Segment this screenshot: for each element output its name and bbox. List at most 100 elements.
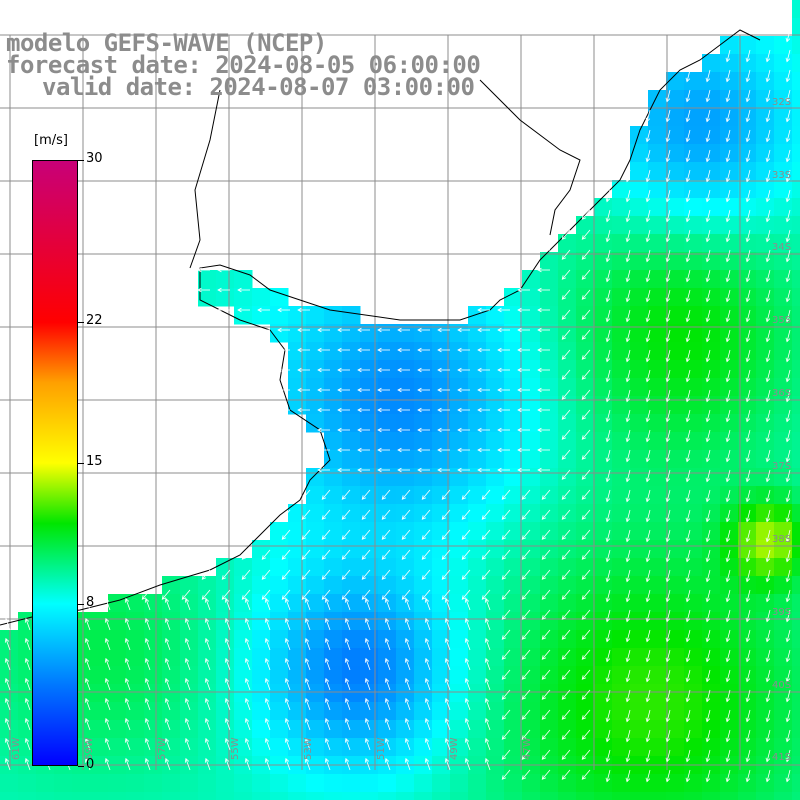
wind-cell	[630, 792, 649, 800]
wind-arrow	[665, 409, 671, 423]
wind-cell	[576, 648, 595, 667]
wind-arrow	[561, 249, 571, 260]
wind-cell	[360, 540, 379, 559]
wind-cell	[450, 540, 469, 559]
wind-cell	[684, 180, 703, 199]
wind-cell	[792, 684, 800, 703]
wind-arrow	[501, 529, 511, 540]
wind-cell	[612, 720, 631, 739]
wind-cell	[432, 576, 451, 595]
lon-label: 61W	[11, 737, 22, 760]
wind-cell	[396, 522, 415, 541]
wind-cell	[792, 468, 800, 487]
wind-cell	[792, 630, 800, 649]
wind-arrow	[364, 697, 371, 711]
wind-arrow	[364, 617, 371, 631]
wind-cell	[414, 738, 433, 757]
wind-cell	[540, 432, 559, 451]
wind-arrow	[521, 589, 531, 600]
wind-cell	[702, 90, 721, 109]
wind-arrow	[685, 629, 691, 643]
wind-cell	[738, 360, 757, 379]
wind-arrow	[501, 569, 511, 580]
wind-arrow	[417, 367, 430, 373]
wind-arrow	[444, 757, 451, 771]
wind-arrow	[421, 509, 431, 520]
wind-cell	[504, 612, 523, 631]
wind-arrow	[685, 709, 691, 723]
wind-cell	[648, 252, 667, 271]
wind-cell	[216, 666, 235, 685]
wind-cell	[360, 378, 379, 397]
wind-cell	[666, 414, 685, 433]
wind-cell	[576, 774, 595, 793]
wind-arrow	[745, 389, 751, 403]
wind-cell	[666, 774, 685, 793]
wind-arrow	[401, 589, 411, 600]
wind-cell	[666, 540, 685, 559]
lon-label: 51W	[376, 737, 387, 760]
wind-arrow	[301, 489, 311, 500]
wind-cell	[234, 288, 253, 307]
wind-arrow	[301, 549, 311, 560]
wind-arrow	[304, 677, 311, 691]
wind-arrow	[765, 209, 771, 223]
wind-arrow	[625, 649, 631, 663]
wind-arrow	[537, 387, 550, 393]
wind-cell	[396, 630, 415, 649]
wind-arrow	[24, 617, 31, 631]
wind-arrow	[144, 697, 151, 711]
wind-cell	[594, 720, 613, 739]
wind-cell	[756, 522, 775, 541]
wind-arrow	[745, 729, 751, 743]
wind-arrow	[665, 569, 671, 583]
wind-cell	[594, 648, 613, 667]
wind-arrow	[725, 69, 731, 83]
wind-cell	[792, 180, 800, 199]
wind-arrow	[381, 589, 391, 600]
wind-cell	[594, 522, 613, 541]
wind-arrow	[324, 737, 331, 751]
wind-cell	[792, 702, 800, 721]
wind-cell	[450, 504, 469, 523]
wind-cell	[486, 576, 505, 595]
wind-arrow	[404, 677, 411, 691]
wind-cell	[648, 594, 667, 613]
wind-arrow	[184, 677, 191, 691]
wind-arrow	[424, 637, 431, 651]
wind-cell	[666, 180, 685, 199]
wind-cell	[774, 792, 793, 800]
wind-cell	[252, 738, 271, 757]
wind-arrow	[725, 369, 731, 383]
wind-cell	[720, 360, 739, 379]
wind-cell	[774, 54, 793, 73]
wind-cell	[468, 342, 487, 361]
wind-cell	[756, 612, 775, 631]
colorbar-tick-label: 15	[86, 454, 103, 469]
wind-cell	[90, 630, 109, 649]
wind-cell	[414, 414, 433, 433]
wind-arrow	[537, 307, 550, 313]
wind-arrow	[745, 749, 751, 763]
wind-cell	[756, 270, 775, 289]
wind-cell	[702, 360, 721, 379]
wind-cell	[234, 558, 253, 577]
wind-cell	[594, 450, 613, 469]
wind-arrow	[745, 309, 751, 323]
wind-cell	[594, 342, 613, 361]
wind-cell	[594, 504, 613, 523]
wind-cell	[756, 108, 775, 127]
wind-arrow	[501, 589, 511, 600]
wind-arrow	[364, 597, 371, 611]
wind-cell	[450, 378, 469, 397]
wind-cell	[720, 666, 739, 685]
wind-arrow	[625, 409, 631, 423]
wind-cell	[144, 702, 163, 721]
wind-cell	[792, 432, 800, 451]
wind-cell	[180, 720, 199, 739]
wind-arrow	[785, 649, 791, 663]
wind-cell	[198, 630, 217, 649]
wind-arrow	[705, 709, 711, 723]
lat-label: 41S	[772, 752, 791, 763]
wind-cell	[252, 576, 271, 595]
